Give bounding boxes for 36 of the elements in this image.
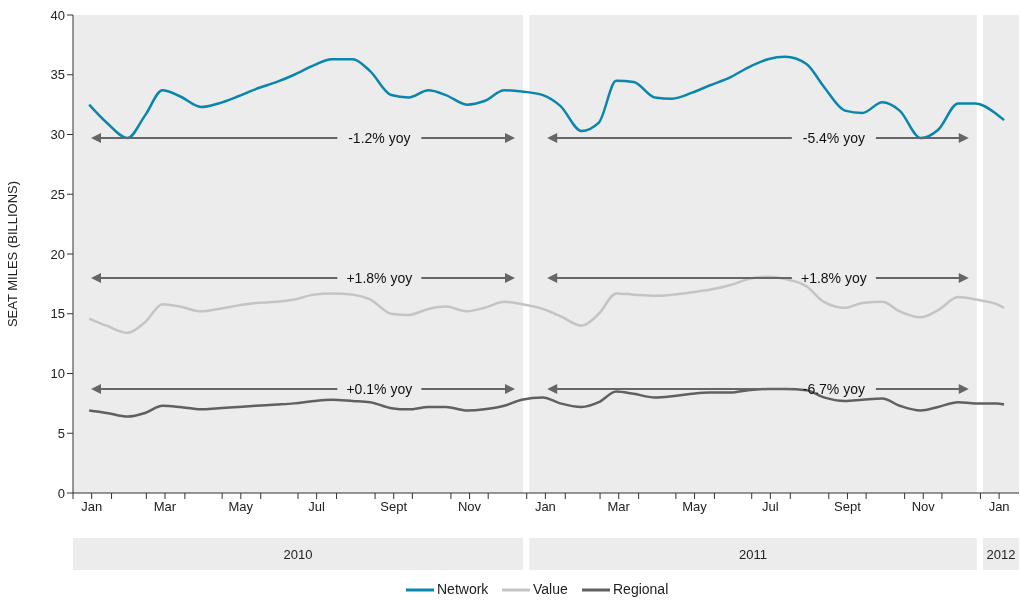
legend-label: Value [533,581,568,597]
x-tick-label: Jul [762,499,779,514]
x-tick-label: Mar [607,499,631,514]
y-tick-label: 30 [50,127,65,143]
y-tick-label: 0 [57,485,65,501]
y-tick-label: 5 [57,425,65,441]
legend-label: Regional [613,581,669,597]
line-series [87,275,1006,335]
annotation: -5.4% yoy [802,130,865,147]
text: 2011 [738,547,767,562]
y-tick-label: 40 [50,7,65,23]
x-tick-label: Jul [308,499,326,514]
annotation: +0.1% yoy [346,381,413,398]
x-tick-label: Jan [81,499,103,514]
annotation: -1.2% yoy [348,130,411,147]
x-tick-label: Jan [534,499,556,514]
y-tick-label: 10 [50,366,65,382]
y-tick-label: 25 [50,186,65,202]
annotation: +1.8% yoy [800,269,867,286]
x-tick-label: Sept [380,499,408,514]
y-tick-label: 15 [50,306,65,322]
x-tick-label: May [228,499,254,514]
x-tick-label: May [682,499,708,514]
x-tick-label: Sept [834,499,862,514]
text: 2010 [283,547,313,562]
legend-label: Network [437,581,490,597]
x-tick-label: Nov [457,499,482,514]
y-tick-label: 20 [50,246,65,262]
text: 2012 [986,547,1016,562]
x-tick-label: Jan [988,499,1010,514]
x-tick-label: Nov [911,499,936,514]
annotation: +1.8% yoy [346,269,413,286]
x-tick-label: Mar [153,499,177,514]
y-tick-label: 35 [50,67,65,83]
y-axis-title: SEAT MILES (BILLIONS) [4,180,20,328]
annotation: -6.7% yoy [802,381,865,398]
